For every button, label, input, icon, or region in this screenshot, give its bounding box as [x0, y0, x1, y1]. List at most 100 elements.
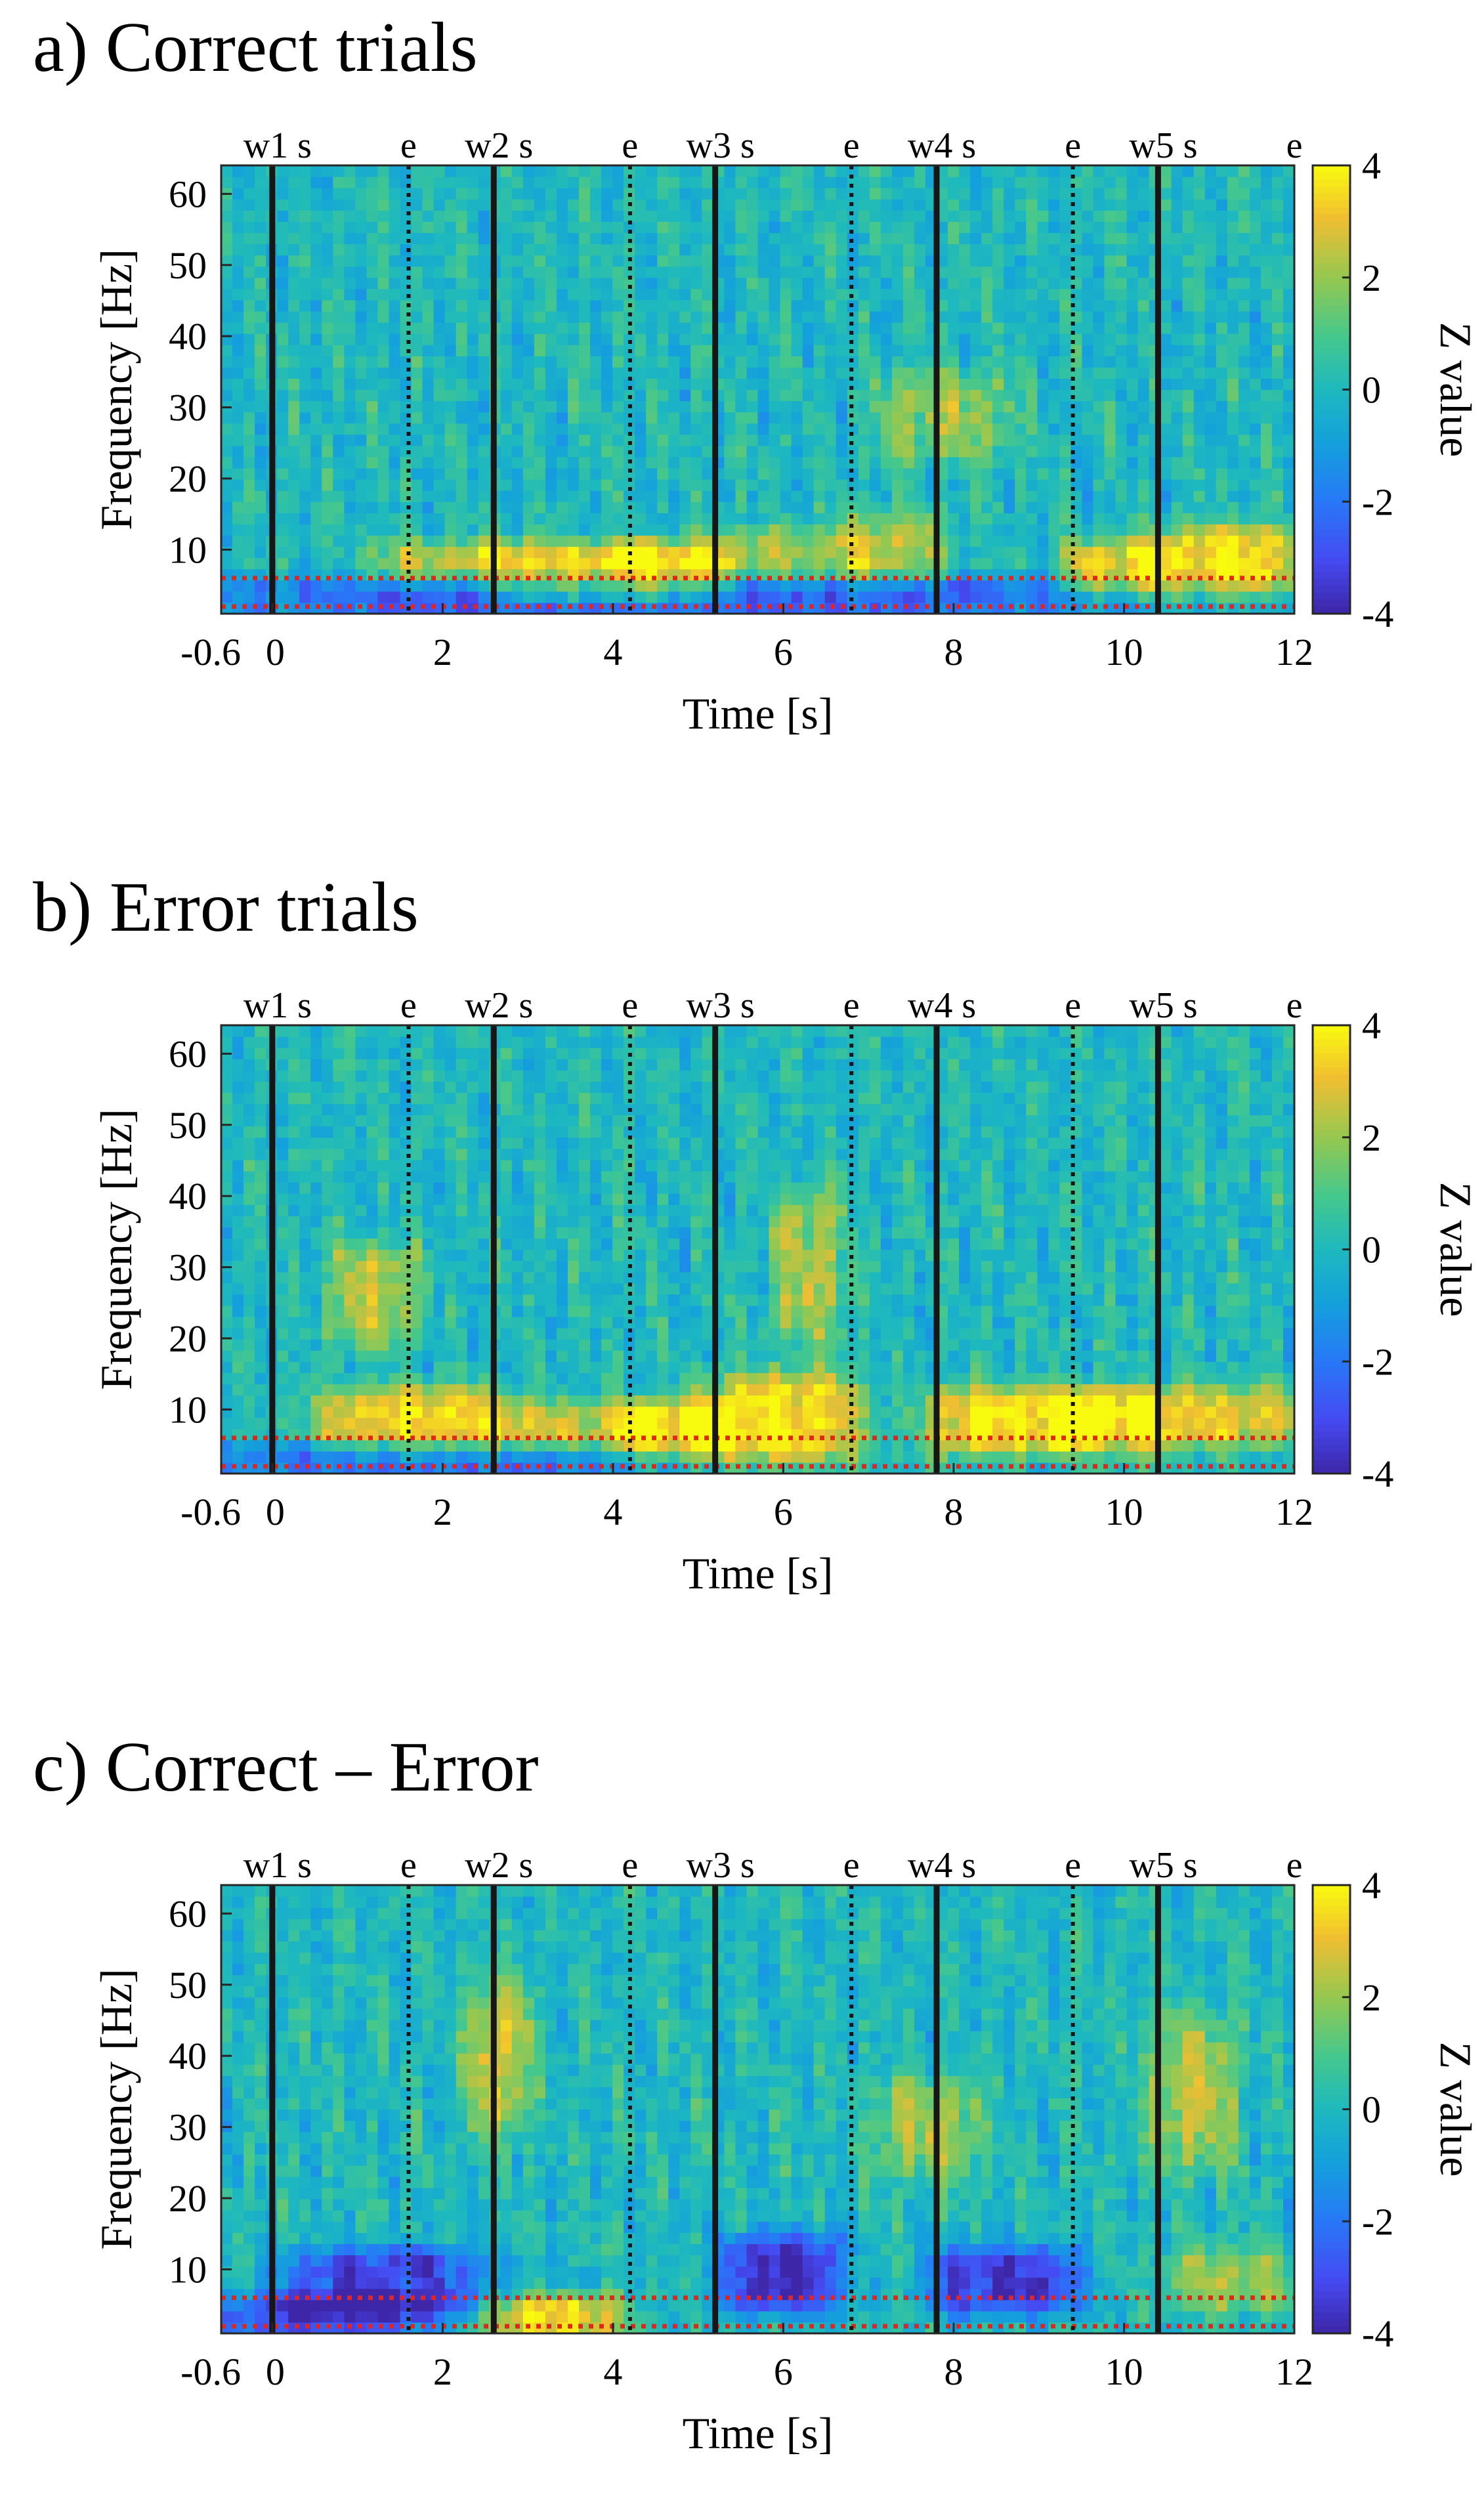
- heatmap-cell: [579, 524, 591, 536]
- heatmap-cell: [902, 400, 915, 413]
- heatmap-cell: [880, 445, 893, 457]
- heatmap-cell: [344, 591, 356, 603]
- heatmap-cell: [322, 1395, 333, 1407]
- heatmap-cell: [322, 1159, 333, 1172]
- heatmap-cell: [244, 165, 255, 177]
- heatmap-cell: [746, 367, 759, 379]
- heatmap-cell: [1082, 221, 1094, 234]
- heatmap-cell: [444, 1204, 457, 1216]
- heatmap-cell: [981, 266, 993, 278]
- heatmap-cell: [590, 165, 602, 177]
- heatmap-cell: [1104, 210, 1116, 222]
- heatmap-cell: [802, 210, 815, 222]
- heatmap-cell: [433, 333, 446, 345]
- heatmap-cell: [1004, 266, 1015, 278]
- heatmap-cell: [724, 199, 736, 211]
- heatmap-cell: [914, 255, 926, 267]
- heatmap-cell: [970, 535, 982, 547]
- heatmap-cell: [411, 535, 423, 547]
- heatmap-cell: [1260, 356, 1273, 368]
- heatmap-cell: [522, 490, 535, 502]
- heatmap-cell: [1093, 423, 1105, 435]
- heatmap-cell: [511, 501, 524, 513]
- heatmap-cell: [914, 221, 926, 234]
- heatmap-cell: [500, 367, 513, 379]
- heatmap-cell: [1182, 591, 1195, 603]
- heatmap-cell: [277, 1193, 289, 1205]
- heatmap-cell: [1160, 400, 1172, 413]
- heatmap-cell: [1160, 479, 1172, 491]
- heatmap-cell: [444, 322, 457, 334]
- heatmap-cell: [970, 468, 982, 480]
- heatmap-cell: [433, 400, 446, 413]
- heatmap-cell: [724, 255, 736, 267]
- heatmap-cell: [467, 546, 479, 559]
- heatmap-cell: [277, 232, 289, 245]
- heatmap-cell: [858, 389, 870, 402]
- heatmap-cell: [1171, 580, 1183, 592]
- heatmap-cell: [433, 1271, 446, 1284]
- heatmap-cell: [1115, 535, 1128, 547]
- heatmap-cell: [277, 1249, 289, 1262]
- heatmap-cell: [1260, 524, 1273, 536]
- heatmap-cell: [244, 322, 255, 334]
- heatmap-cell: [333, 468, 345, 480]
- heatmap-cell: [824, 299, 837, 312]
- heatmap-cell: [377, 232, 390, 245]
- heatmap-cell: [310, 1238, 322, 1250]
- heatmap-cell: [970, 356, 982, 368]
- heatmap-cell: [1126, 165, 1139, 177]
- heatmap-cell: [646, 210, 658, 222]
- heatmap-cell: [836, 423, 848, 435]
- heatmap-cell: [1249, 513, 1261, 525]
- heatmap-cell: [567, 468, 580, 480]
- heatmap-cell: [255, 1439, 266, 1452]
- heatmap-cell: [1004, 210, 1015, 222]
- heatmap-cell: [1238, 513, 1250, 525]
- heatmap-cell: [1216, 177, 1228, 188]
- heatmap-cell: [869, 501, 881, 513]
- heatmap-cell: [802, 356, 815, 368]
- heatmap-cell: [377, 490, 390, 502]
- heatmap-cell: [1004, 535, 1015, 547]
- heatmap-cell: [355, 400, 368, 413]
- heatmap-cell: [1115, 165, 1128, 177]
- heatmap-cell: [277, 1283, 289, 1295]
- heatmap-cell: [456, 1048, 468, 1059]
- heatmap-cell: [1160, 367, 1172, 379]
- axes-frame: [220, 164, 1296, 615]
- heatmap-cell: [757, 535, 770, 547]
- heatmap-cell: [646, 501, 658, 513]
- heatmap-cell: [1227, 288, 1239, 301]
- heatmap-cell: [221, 591, 233, 603]
- heatmap-cell: [1048, 389, 1060, 402]
- colorbar-segment: [1313, 347, 1350, 355]
- heatmap-cell: [444, 1305, 457, 1317]
- heatmap-cell: [1227, 434, 1239, 446]
- heatmap-cell: [355, 1216, 368, 1227]
- heatmap-cell: [948, 535, 960, 547]
- heatmap-cell: [255, 1159, 266, 1172]
- heatmap-cell: [467, 1182, 479, 1194]
- heatmap-cell: [1216, 244, 1228, 256]
- heatmap-cell: [355, 1204, 368, 1216]
- heatmap-cell: [746, 535, 759, 547]
- heatmap-cell: [690, 445, 702, 457]
- heatmap-cell: [1026, 378, 1038, 391]
- heatmap-cell: [277, 1036, 289, 1048]
- heatmap-cell: [389, 199, 401, 211]
- heatmap-cell: [255, 1227, 266, 1239]
- heatmap-cell: [1249, 333, 1261, 345]
- heatmap-cell: [1160, 490, 1172, 502]
- heatmap-cell: [612, 490, 624, 502]
- heatmap-cell: [891, 199, 904, 211]
- heatmap-cell: [244, 1339, 255, 1351]
- heatmap-cell: [232, 1103, 244, 1116]
- heatmap-cell: [746, 322, 759, 334]
- heatmap-cell: [333, 310, 345, 323]
- heatmap-cell: [511, 221, 524, 234]
- heatmap-cell: [780, 513, 792, 525]
- heatmap-cell: [590, 501, 602, 513]
- heatmap-cell: [690, 378, 702, 391]
- heatmap-cell: [601, 580, 613, 592]
